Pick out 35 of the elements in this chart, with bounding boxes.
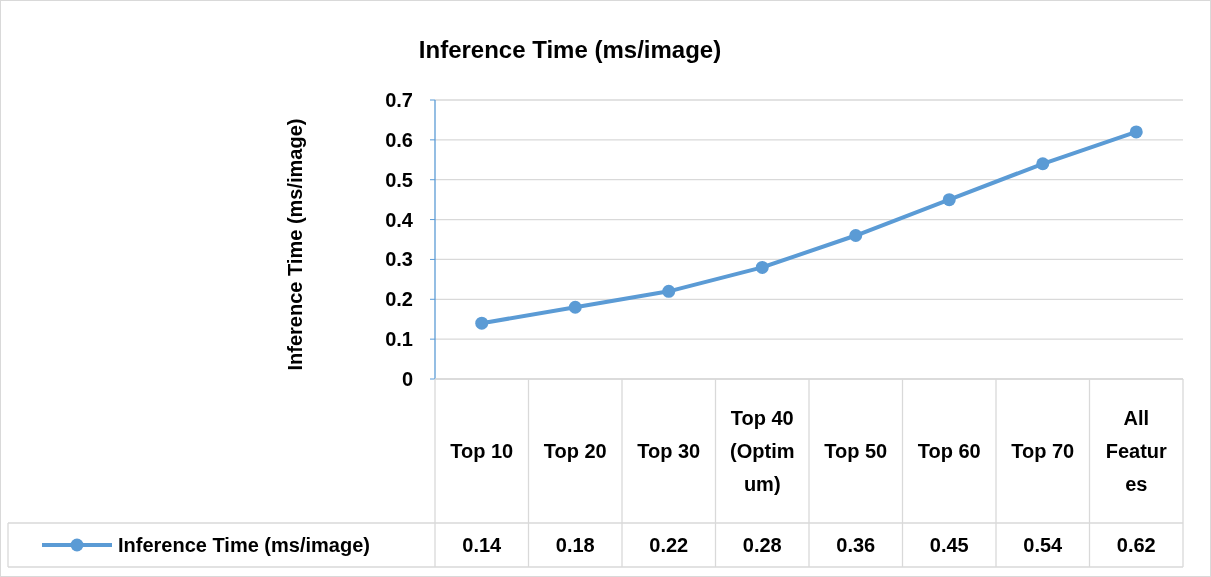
data-label: 0.18 (555, 534, 595, 556)
point (475, 316, 489, 330)
y-tick-label: 0.5 (385, 168, 413, 191)
data-label: 0.36 (836, 534, 876, 556)
data-label: 0.62 (1116, 534, 1156, 556)
x-tick-label: Top 40 (Optimum) (730, 407, 795, 495)
x-tick-label: Top 60 (917, 440, 981, 462)
y-tick-label: 0.7 (385, 89, 413, 111)
y-tick-label: 0.3 (385, 248, 413, 271)
y-tick-label: 0.1 (385, 328, 413, 351)
y-tick-label: 0.2 (385, 288, 413, 311)
point (755, 260, 769, 274)
x-tick-label: Top 70 (1011, 440, 1075, 462)
point (662, 284, 676, 298)
data-label: 0.54 (1023, 534, 1064, 556)
point (942, 193, 956, 207)
x-tick-label: Top 20 (543, 440, 607, 462)
point (1129, 125, 1143, 139)
y-tick-label: 0.6 (385, 128, 413, 151)
point (849, 229, 863, 243)
x-tick-label: Top 30 (637, 440, 701, 462)
data-label: 0.22 (649, 534, 689, 556)
data-label: 0.45 (929, 534, 969, 556)
legend-label: Inference Time (ms/image) (118, 534, 370, 556)
y-axis-title: Inference Time (ms/image) (284, 118, 306, 371)
point (1036, 157, 1050, 171)
x-tick-label: Top 10 (450, 440, 514, 462)
x-tick-label: All Features (1105, 407, 1168, 495)
data-label: 0.14 (462, 534, 503, 556)
chart-title: Inference Time (ms/image) (418, 36, 722, 63)
y-tick-label: 0.4 (385, 208, 414, 231)
y-tick-label: 0 (401, 368, 413, 390)
data-label: 0.28 (742, 534, 782, 556)
point (568, 300, 582, 314)
x-tick-label: Top 50 (824, 440, 888, 462)
